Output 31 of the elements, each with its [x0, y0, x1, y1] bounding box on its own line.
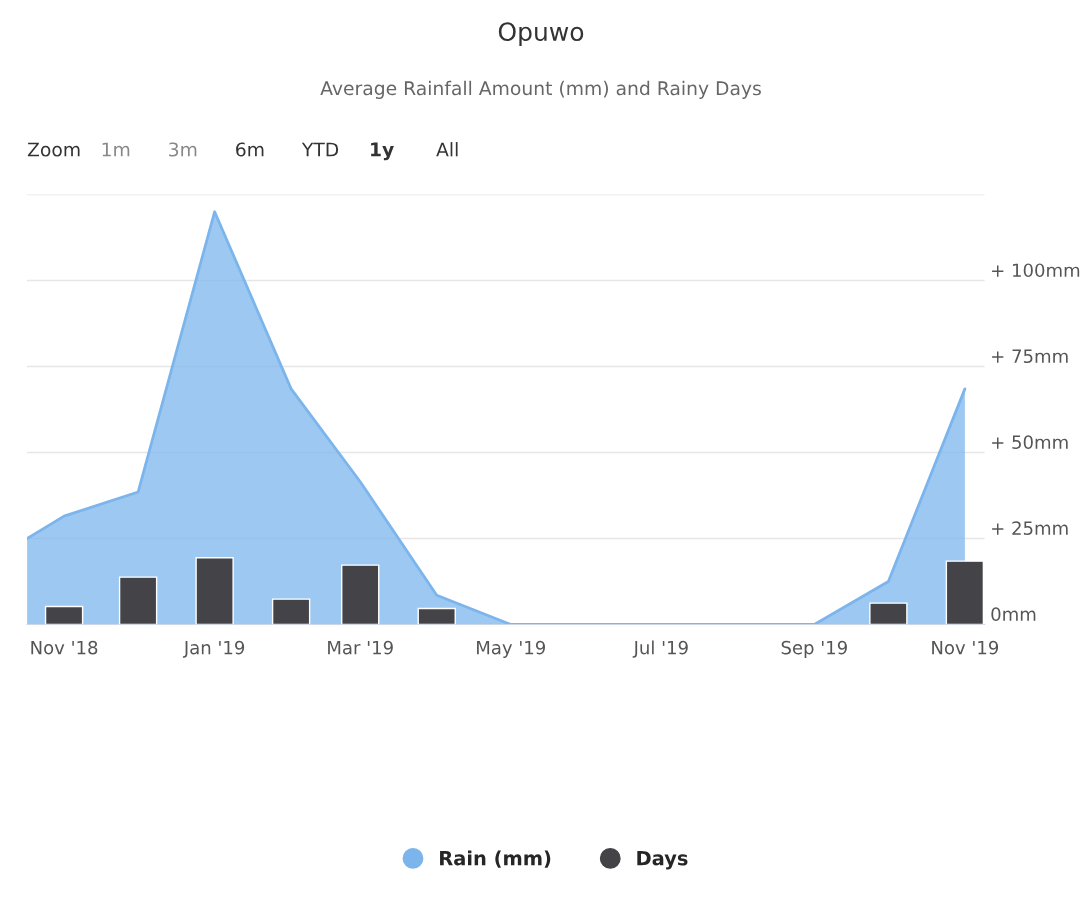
bar: [869, 602, 908, 625]
x-tick-label: May '19: [477, 640, 545, 658]
text: All: [436, 142, 458, 157]
text: YTD: [301, 142, 339, 157]
x-tick-label: Sep '19: [781, 640, 847, 658]
legend-label: Days: [637, 851, 688, 870]
text: 1y: [371, 142, 394, 161]
legend-label: Rain (mm): [440, 850, 551, 868]
x-tick-label: Jul '19: [632, 640, 688, 658]
bar: [271, 598, 311, 625]
y-tick-label: + 75mm: [992, 349, 1068, 364]
bar: [195, 557, 234, 625]
bar: [341, 564, 380, 625]
x-tick-label: Nov '19: [932, 640, 999, 655]
y-tick-label: 0mm: [991, 607, 1036, 621]
chart-subtitle: Average Rainfall Amount (mm) and Rainy Days: [320, 80, 761, 99]
y-tick-label: + 25mm: [992, 521, 1068, 535]
x-tick-label: Nov '18: [31, 640, 98, 655]
bar: [44, 605, 84, 625]
text: 6m: [236, 142, 264, 157]
y-tick-label: + 100mm: [992, 263, 1080, 278]
text: Zoom: [27, 142, 80, 157]
text: 3m: [169, 142, 197, 157]
y-tick-label: + 50mm: [992, 435, 1068, 449]
bar: [417, 607, 456, 625]
x-tick-label: Jan '19: [182, 640, 245, 658]
chart-title: Opuwo: [498, 22, 584, 46]
bar: [118, 576, 158, 625]
x-tick-label: Mar '19: [328, 640, 393, 655]
bar: [945, 560, 985, 625]
text: 1m: [102, 142, 130, 157]
